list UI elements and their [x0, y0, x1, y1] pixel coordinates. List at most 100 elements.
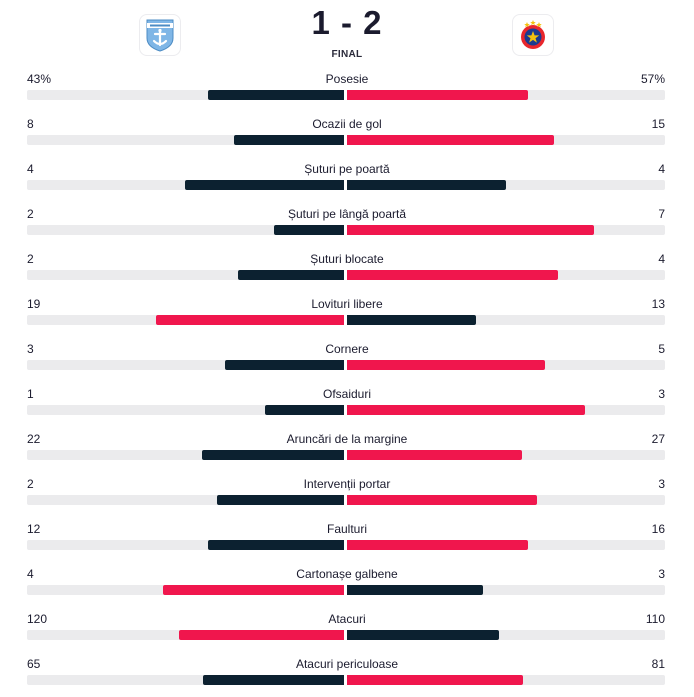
home-stat-bar — [163, 585, 344, 595]
away-stat-value: 4 — [658, 252, 665, 266]
away-stat-bar-track — [347, 225, 665, 235]
stat-row: 1 Ofsaiduri 3 — [0, 382, 694, 427]
stat-row: 3 Cornere 5 — [0, 337, 694, 382]
home-stat-value: 65 — [27, 657, 41, 671]
away-stat-bar — [347, 405, 585, 415]
match-header: 1 - 2 FINAL — [0, 0, 694, 70]
away-stat-bar-track — [347, 360, 665, 370]
away-stat-bar — [347, 180, 506, 190]
home-stat-bar-track — [27, 585, 344, 595]
away-stat-value: 7 — [658, 207, 665, 221]
stat-row: 2 Intervenții portar 3 — [0, 472, 694, 517]
away-stat-bar-track — [347, 270, 665, 280]
away-stat-value: 13 — [651, 297, 665, 311]
stat-row: 120 Atacuri 110 — [0, 607, 694, 652]
away-stat-bar-track — [347, 585, 665, 595]
away-stat-bar — [347, 495, 537, 505]
stat-row: 65 Atacuri periculoase 81 — [0, 652, 694, 697]
away-stat-bar — [347, 315, 476, 325]
stat-row: 4 Șuturi pe poartă 4 — [0, 157, 694, 202]
home-stat-bar — [225, 360, 344, 370]
stat-label: Șuturi pe lângă poartă — [287, 207, 407, 221]
home-stat-bar — [208, 540, 344, 550]
home-stat-bar — [156, 315, 344, 325]
home-stat-bar-track — [27, 675, 344, 685]
match-score: 1 - 2 — [311, 4, 383, 41]
stat-label: Cornere — [325, 342, 369, 356]
stat-row: 12 Faulturi 16 — [0, 517, 694, 562]
home-stat-bar-track — [27, 540, 344, 550]
home-stat-bar — [274, 225, 344, 235]
home-stat-value: 1 — [27, 387, 34, 401]
home-stat-value: 2 — [27, 477, 34, 491]
away-stat-bar-track — [347, 90, 665, 100]
home-stat-bar — [179, 630, 344, 640]
home-stat-value: 12 — [27, 522, 41, 536]
away-stat-bar-track — [347, 630, 665, 640]
home-club-crest-icon — [146, 19, 174, 52]
home-stat-bar-track — [27, 225, 344, 235]
home-stat-value: 3 — [27, 342, 34, 356]
statistics-list: 43% Posesie 57% 8 Ocazii de gol 15 4 Șuturi pe … — [0, 67, 694, 697]
home-stat-value: 8 — [27, 117, 34, 131]
stat-row: 43% Posesie 57% — [0, 67, 694, 112]
stat-row: 8 Ocazii de gol 15 — [0, 112, 694, 157]
away-stat-value: 3 — [658, 387, 665, 401]
home-stat-value: 2 — [27, 207, 34, 221]
away-stat-value: 81 — [651, 657, 665, 671]
stat-row: 19 Lovituri libere 13 — [0, 292, 694, 337]
stat-row: 2 Șuturi blocate 4 — [0, 247, 694, 292]
home-stat-bar-track — [27, 135, 344, 145]
home-stat-value: 22 — [27, 432, 41, 446]
fcsb-crest-icon — [521, 20, 545, 49]
stat-row: 4 Cartonașe galbene 3 — [0, 562, 694, 607]
home-stat-value: 4 — [27, 162, 34, 176]
away-stat-bar — [347, 225, 594, 235]
away-stat-value: 15 — [651, 117, 665, 131]
stat-label: Intervenții portar — [303, 477, 391, 491]
home-stat-bar — [217, 495, 344, 505]
away-stat-bar-track — [347, 180, 665, 190]
stat-row: 22 Aruncări de la margine 27 — [0, 427, 694, 472]
home-stat-bar-track — [27, 495, 344, 505]
away-stat-bar — [347, 585, 483, 595]
away-stat-bar — [347, 450, 522, 460]
stat-label: Ofsaiduri — [322, 387, 372, 401]
away-stat-value: 4 — [658, 162, 665, 176]
away-stat-bar-track — [347, 315, 665, 325]
away-stat-bar — [347, 135, 554, 145]
away-stat-bar — [347, 360, 545, 370]
home-stat-value: 2 — [27, 252, 34, 266]
home-stat-value: 43% — [27, 72, 52, 86]
stat-label: Faulturi — [326, 522, 367, 536]
home-stat-bar-track — [27, 270, 344, 280]
away-stat-bar-track — [347, 675, 665, 685]
away-stat-value: 27 — [651, 432, 665, 446]
away-stat-value: 3 — [658, 477, 665, 491]
home-stat-bar — [234, 135, 344, 145]
away-stat-bar — [347, 540, 528, 550]
stat-label: Atacuri — [328, 612, 366, 626]
home-team-logo[interactable] — [139, 14, 181, 56]
home-stat-value: 4 — [27, 567, 34, 581]
home-stat-bar — [202, 450, 344, 460]
away-stat-value: 57% — [640, 72, 665, 86]
stat-label: Șuturi blocate — [310, 252, 384, 266]
away-stat-value: 3 — [658, 567, 665, 581]
away-stat-bar-track — [347, 135, 665, 145]
home-stat-value: 19 — [27, 297, 41, 311]
stat-label: Posesie — [325, 72, 369, 86]
stat-row: 2 Șuturi pe lângă poartă 7 — [0, 202, 694, 247]
away-stat-bar-track — [347, 495, 665, 505]
away-team-logo[interactable] — [512, 14, 554, 56]
home-stat-bar — [208, 90, 344, 100]
home-stat-bar-track — [27, 450, 344, 460]
stat-label: Atacuri periculoase — [295, 657, 399, 671]
stat-label: Ocazii de gol — [312, 117, 382, 131]
away-stat-bar — [347, 90, 528, 100]
away-stat-bar — [347, 630, 499, 640]
stat-label: Șuturi pe poartă — [304, 162, 390, 176]
away-stat-bar — [347, 270, 558, 280]
away-stat-bar — [347, 675, 523, 685]
home-stat-bar-track — [27, 405, 344, 415]
